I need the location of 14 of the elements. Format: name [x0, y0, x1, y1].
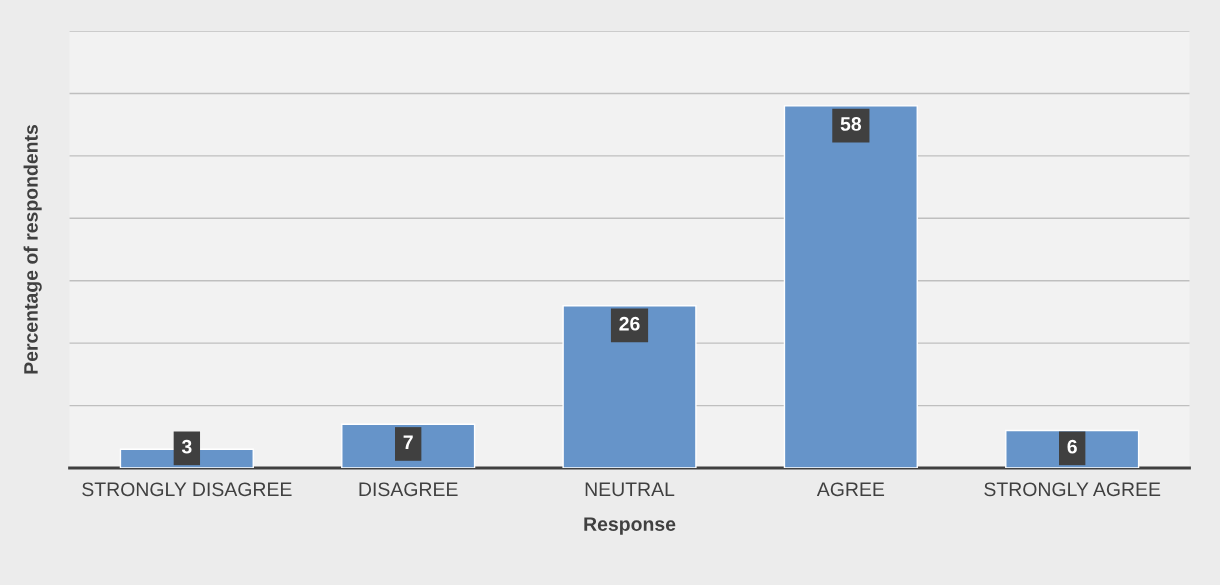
bar: [783, 105, 918, 468]
data-label: 7: [403, 435, 413, 449]
x-tick-label: STRONGLY DISAGREE: [82, 482, 292, 497]
y-axis-title: Percentage of respondents: [23, 124, 42, 374]
x-tick-label: NEUTRAL: [585, 482, 675, 497]
data-label: 3: [181, 439, 192, 454]
x-axis-title: Response: [584, 517, 676, 535]
data-label: 58: [840, 117, 862, 131]
x-tick-label: STRONGLY AGREE: [984, 482, 1161, 497]
x-tick-label: AGREE: [816, 482, 885, 497]
bar: [562, 304, 697, 468]
data-label: 26: [619, 316, 640, 331]
data-label: 6: [1067, 439, 1077, 454]
x-tick-label: DISAGREE: [359, 482, 458, 497]
